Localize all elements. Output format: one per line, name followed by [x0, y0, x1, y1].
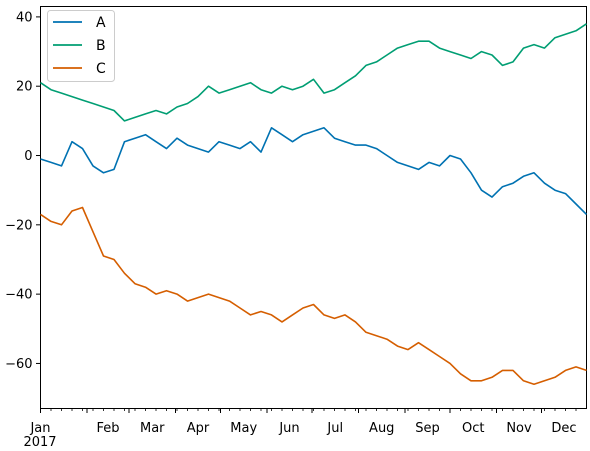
legend-label-a: A	[96, 15, 106, 31]
series-line-b	[40, 23, 587, 122]
x-tick-label: Aug	[369, 421, 394, 436]
series-group	[40, 23, 588, 386]
x-tick-label: Dec	[551, 421, 576, 436]
x-tick-label: May	[230, 421, 257, 436]
x-axis-year-label: 2017	[23, 435, 56, 450]
x-tick-label: Jan	[29, 421, 50, 436]
series-line-a	[40, 127, 588, 215]
series-line-c	[40, 206, 587, 386]
y-tick-label: 20	[16, 80, 33, 95]
x-tick-label: Apr	[187, 421, 210, 436]
legend-box	[47, 10, 115, 82]
legend-entries: ABC	[53, 15, 106, 77]
legend: ABC	[47, 10, 115, 82]
x-tick-label: Oct	[462, 421, 484, 436]
axes-frame	[40, 6, 587, 409]
x-tick-label: Jul	[326, 421, 343, 436]
legend-label-c: C	[96, 61, 106, 77]
y-tick-label: −60	[5, 357, 32, 372]
x-tick-label: Mar	[140, 421, 165, 436]
y-tick-label: 0	[24, 149, 32, 164]
x-tick-label: Nov	[506, 421, 532, 436]
y-tick-label: −20	[5, 218, 32, 233]
x-tick-label: Jun	[278, 421, 299, 436]
legend-label-b: B	[96, 38, 106, 54]
x-axis: Jan Feb Mar Apr May Jun Jul Aug Sep Oct Nov Dec	[29, 408, 577, 436]
y-tick-label: 40	[16, 10, 33, 25]
x-tick-label: Feb	[96, 421, 119, 436]
plot-area	[40, 6, 587, 409]
x-tick-label: Sep	[415, 421, 440, 436]
y-tick-label: −40	[5, 288, 32, 303]
y-axis: 40 20 0 −20 −40 −60	[5, 10, 41, 372]
